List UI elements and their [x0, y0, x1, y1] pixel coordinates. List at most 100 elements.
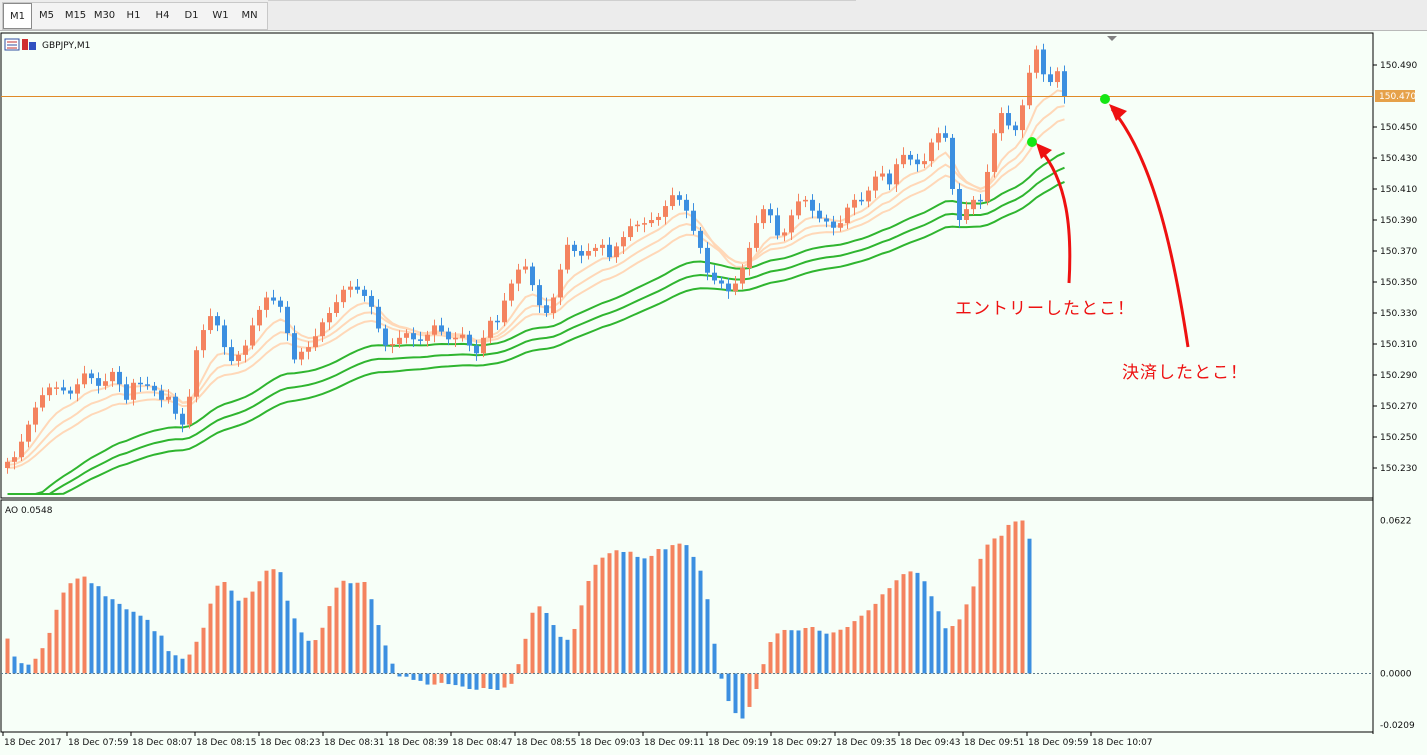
- tab-m1[interactable]: M1: [3, 3, 32, 29]
- ao-bar: [992, 538, 997, 674]
- candle-body: [663, 206, 668, 217]
- candle-body: [775, 215, 780, 236]
- time-axis-labels: 18 Dec 2017 18 Dec 07:59 18 Dec 08:07 18 De…: [2, 732, 1153, 748]
- candle-body: [292, 333, 297, 360]
- tab-h4[interactable]: H4: [155, 10, 170, 21]
- candle-body: [159, 390, 164, 400]
- candle-body: [138, 382, 143, 385]
- candle-body: [75, 384, 80, 394]
- time-tick-label: 18 Dec 07:59: [68, 738, 129, 748]
- candle-body: [40, 395, 45, 408]
- candle-body: [1041, 49, 1046, 75]
- candle-body: [117, 371, 122, 385]
- tab-m30[interactable]: M30: [93, 10, 116, 21]
- tab-w1[interactable]: W1: [212, 10, 229, 21]
- ao-bar: [712, 643, 717, 674]
- tab-m15[interactable]: M15: [64, 10, 87, 21]
- ao-bar: [768, 642, 773, 674]
- ao-bar: [803, 627, 808, 674]
- tab-mn[interactable]: MN: [241, 10, 258, 21]
- moving-averages-light: [7, 89, 1065, 469]
- tab-m5[interactable]: M5: [39, 10, 54, 21]
- candle-body: [383, 328, 388, 346]
- ao-bar: [103, 596, 108, 674]
- ao-bar: [222, 581, 227, 674]
- candle-body: [845, 207, 850, 224]
- candle-body: [950, 137, 955, 189]
- ao-bar: [586, 581, 591, 674]
- candle-body: [236, 354, 241, 362]
- candle-body: [880, 173, 885, 177]
- ao-tick-label: -0.0209: [1380, 721, 1415, 731]
- ao-bar: [691, 556, 696, 674]
- candle-body: [614, 246, 619, 258]
- ao-bar: [614, 550, 619, 674]
- ao-bar: [754, 673, 759, 689]
- ao-bar: [544, 612, 549, 674]
- ao-bar: [523, 638, 528, 674]
- candle-body: [26, 424, 31, 442]
- candle-body: [12, 457, 17, 462]
- ao-bar: [131, 611, 136, 674]
- ao-bar: [530, 612, 535, 674]
- time-tick-label: 18 Dec 2017: [4, 738, 62, 748]
- candle-body: [362, 289, 367, 296]
- tab-h1[interactable]: H1: [126, 10, 141, 21]
- candle-body: [684, 199, 689, 211]
- price-tick-label: 150.410: [1380, 185, 1417, 195]
- candle-body: [201, 330, 206, 351]
- ao-bar: [96, 586, 101, 674]
- chart-canvas[interactable]: GBPJPY,M1 150.490150.450150.430150.41015…: [0, 31, 1427, 755]
- candle-body: [551, 297, 556, 313]
- time-tick-label: 18 Dec 08:31: [324, 738, 385, 748]
- candle-body: [89, 373, 94, 379]
- ao-bar: [152, 631, 157, 674]
- candle-body: [866, 190, 871, 202]
- candle-body: [425, 334, 430, 341]
- tab-d1[interactable]: D1: [184, 10, 199, 21]
- timeframe-tabs: M1 M5 M15 M30 H1 H4 D1 W1 MN: [2, 2, 268, 30]
- candle-body: [859, 199, 864, 202]
- candle-body: [376, 306, 381, 329]
- candle-body: [628, 226, 633, 238]
- ao-bar: [957, 619, 962, 674]
- candle-body: [558, 269, 563, 298]
- candle-body: [278, 300, 283, 307]
- candle-body: [747, 247, 752, 269]
- ao-bar: [250, 591, 255, 674]
- candle-body: [467, 334, 472, 346]
- candle-body: [152, 385, 157, 391]
- ao-bar: [642, 558, 647, 674]
- ao-axis-labels: 0.0622 0.0000 -0.0209: [1380, 517, 1415, 731]
- candle-body: [54, 387, 59, 389]
- ao-bar: [656, 549, 661, 674]
- ma-green-line: [7, 166, 1065, 495]
- time-tick-label: 18 Dec 08:47: [452, 738, 513, 748]
- chart-shift-marker[interactable]: [1107, 36, 1117, 41]
- ao-bar: [439, 673, 444, 683]
- ao-bar: [411, 673, 416, 680]
- candle-body: [299, 351, 304, 360]
- ao-bar: [404, 673, 409, 677]
- candle-body: [572, 244, 577, 251]
- ao-bar: [558, 636, 563, 674]
- price-tick-label: 150.290: [1380, 371, 1417, 381]
- ao-bar: [334, 587, 339, 674]
- candle-body: [523, 266, 528, 270]
- candle-body: [1062, 71, 1067, 96]
- chart-window[interactable]: GBPJPY,M1 150.490 150.450 150.430 150.410 15…: [0, 31, 1427, 755]
- ao-bar: [313, 640, 318, 674]
- ao-bar: [845, 627, 850, 674]
- candle-body: [929, 142, 934, 162]
- ao-bar: [607, 553, 612, 674]
- candle-body: [733, 283, 738, 292]
- ao-bar: [355, 582, 360, 674]
- ao-bar: [26, 664, 31, 674]
- ao-bar: [677, 543, 682, 674]
- ao-bar: [782, 629, 787, 674]
- ao-bar: [929, 596, 934, 674]
- time-tick-label: 18 Dec 09:11: [644, 738, 705, 748]
- candle-body: [999, 113, 1004, 134]
- ao-bar: [579, 605, 584, 674]
- ao-bar: [75, 578, 80, 674]
